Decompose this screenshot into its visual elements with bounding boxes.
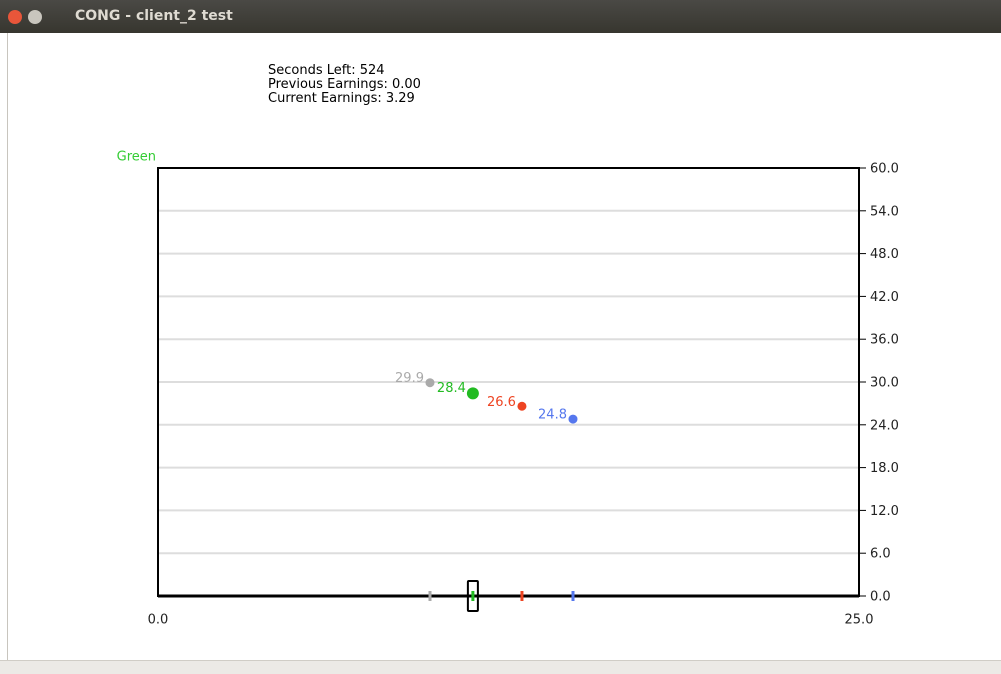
y-tick-label: 24.0 [870,418,899,433]
y-tick-label: 48.0 [870,247,899,262]
y-tick-label: 6.0 [870,547,891,562]
y-tick-label: 42.0 [870,290,899,305]
point [425,378,435,388]
x-tick-label: 25.0 [845,613,874,628]
y-tick-label: 18.0 [870,461,899,476]
status-line: Previous Earnings: 0.00 [268,77,421,92]
y-tick-label: 0.0 [870,590,891,605]
y-tick-label: 36.0 [870,333,899,348]
status: Seconds Left: 524 Previous Earnings: 0.0… [268,64,421,106]
y-tick-label: 12.0 [870,504,899,519]
status-bar [0,660,1001,674]
y-tick-label: 30.0 [870,376,899,391]
own-marker [466,580,479,612]
chart-label: Green [117,150,156,165]
minimize-button[interactable] [28,10,42,24]
chart: Green 0.0 6.0 12.0 18.0 24.0 30.0 36.0 42.0 48.0 5… [117,150,899,628]
point [466,387,479,400]
point [517,401,527,411]
y-tick-label: 54.0 [870,204,899,219]
status-line: Current Earnings: 3.29 [268,91,415,106]
y-tick-label: 60.0 [870,162,899,177]
close-button[interactable] [8,10,22,24]
x-tick-label: 0.0 [148,613,169,628]
point-label: 29.9 [395,371,424,386]
title-bar: CONG - client_2 test [0,0,1001,33]
border [7,33,8,660]
point-label: 28.4 [437,381,466,396]
point-label: 26.6 [487,395,516,410]
status-line: Seconds Left: 524 [268,63,385,78]
window-title: CONG - client_2 test [75,8,233,24]
point [568,414,578,424]
point-label: 24.8 [538,408,567,423]
